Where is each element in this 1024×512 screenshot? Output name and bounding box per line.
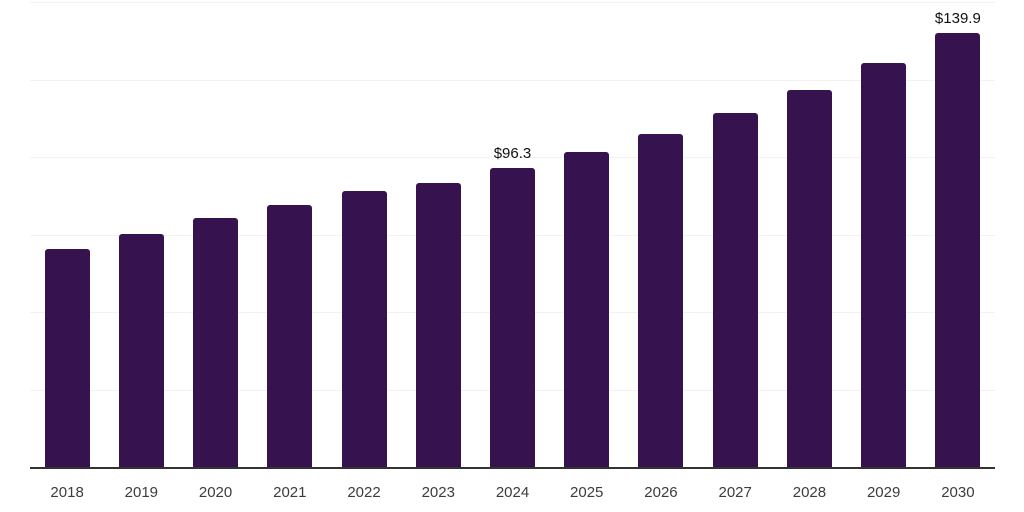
gridline xyxy=(30,2,995,3)
bar-2030 xyxy=(935,33,981,467)
x-tick-label-2020: 2020 xyxy=(198,484,233,501)
bar-2018 xyxy=(44,249,90,467)
bar-2021 xyxy=(267,204,313,467)
bar-2023 xyxy=(415,183,461,467)
x-tick-label-2025: 2025 xyxy=(570,484,604,501)
x-tick-label-2029: 2029 xyxy=(866,484,901,501)
bar-2022 xyxy=(341,191,387,467)
bar-2027 xyxy=(712,112,758,467)
gridline xyxy=(30,79,995,81)
x-tick-label-2028: 2028 xyxy=(792,484,827,501)
x-tick-label-2021: 2021 xyxy=(273,484,307,501)
bar-2029 xyxy=(861,63,907,467)
x-tick-label-2023: 2023 xyxy=(421,484,455,501)
x-tick-label-2027: 2027 xyxy=(718,484,752,501)
bar-2025 xyxy=(564,152,610,467)
value-label-2024: $96.3 xyxy=(493,145,532,163)
x-axis-line xyxy=(30,467,995,469)
x-tick-label-2024: 2024 xyxy=(495,484,530,501)
x-tick-label-2026: 2026 xyxy=(644,484,678,501)
x-tick-label-2022: 2022 xyxy=(347,484,381,501)
x-tick-label-2019: 2019 xyxy=(124,484,159,501)
bar-2028 xyxy=(786,90,832,467)
x-tick-label-2018: 2018 xyxy=(50,484,84,501)
bar-2019 xyxy=(118,234,164,467)
bar-2020 xyxy=(193,217,239,467)
x-tick-label-2030: 2030 xyxy=(941,484,975,501)
bar-2024 xyxy=(490,168,535,467)
bar-2026 xyxy=(638,134,684,467)
value-label-2030: $139.9 xyxy=(934,10,981,28)
